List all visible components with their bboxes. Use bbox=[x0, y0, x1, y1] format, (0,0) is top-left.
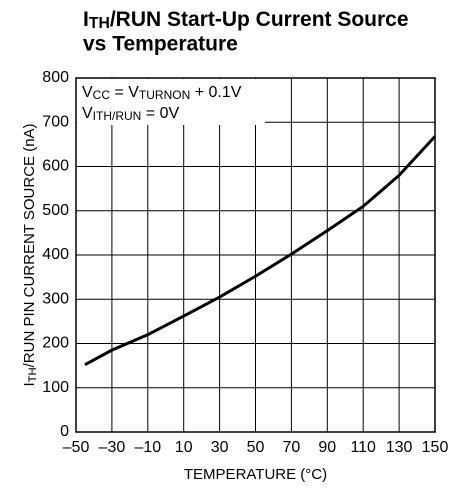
x-tick-label: 50 bbox=[247, 439, 265, 456]
annotation: VITH/RUN = 0V bbox=[82, 105, 179, 123]
text-part: /RUN PIN CURRENT SOURCE (nA) bbox=[21, 123, 38, 367]
text-part: I bbox=[83, 8, 89, 31]
text-part: /RUN Start-Up Current Source bbox=[110, 8, 409, 31]
plot-frame bbox=[75, 77, 436, 433]
y-tick-label: 100 bbox=[42, 379, 69, 396]
data-line bbox=[84, 135, 437, 367]
y-tick-label: 400 bbox=[42, 246, 69, 263]
y-axis-label: ITH/RUN PIN CURRENT SOURCE (nA) bbox=[21, 123, 39, 386]
x-axis-label: TEMPERATURE (°C) bbox=[184, 466, 327, 483]
chart-title: ITH/RUN Start-Up Current Source bbox=[83, 8, 409, 33]
y-tick-label: 700 bbox=[42, 113, 69, 130]
text-part: = V bbox=[110, 84, 139, 101]
text-part: = 0V bbox=[141, 105, 179, 122]
y-tick-label: 500 bbox=[42, 202, 69, 219]
y-tick-label: 0 bbox=[60, 423, 69, 440]
x-tick-label: 90 bbox=[318, 439, 336, 456]
text-part: I bbox=[21, 382, 38, 386]
x-tick-label: –30 bbox=[99, 439, 126, 456]
subscript: TH bbox=[27, 367, 39, 382]
annotation: VCC = VTURNON + 0.1V bbox=[82, 84, 242, 102]
x-tick-label: 130 bbox=[386, 439, 413, 456]
subscript: CC bbox=[93, 88, 111, 102]
annotation-box bbox=[77, 79, 265, 125]
x-tick-label: –10 bbox=[134, 439, 161, 456]
subscript: TH bbox=[89, 15, 110, 32]
x-tick-label: –50 bbox=[63, 439, 90, 456]
y-tick-label: 600 bbox=[42, 158, 69, 175]
x-tick-label: 150 bbox=[422, 439, 449, 456]
text-part: V bbox=[82, 84, 93, 101]
y-tick-label: 300 bbox=[42, 290, 69, 307]
x-tick-label: 110 bbox=[350, 439, 376, 456]
x-tick-label: 30 bbox=[211, 439, 229, 456]
text-part: V bbox=[82, 105, 93, 122]
subscript: TURNON bbox=[139, 88, 190, 102]
chart-subtitle: vs Temperature bbox=[83, 33, 238, 56]
x-tick-label: 10 bbox=[175, 439, 193, 456]
y-tick-label: 800 bbox=[42, 69, 69, 86]
text-part: + 0.1V bbox=[190, 84, 241, 101]
y-tick-label: 200 bbox=[42, 335, 69, 352]
subscript: ITH/RUN bbox=[93, 109, 142, 123]
x-tick-label: 70 bbox=[283, 439, 301, 456]
